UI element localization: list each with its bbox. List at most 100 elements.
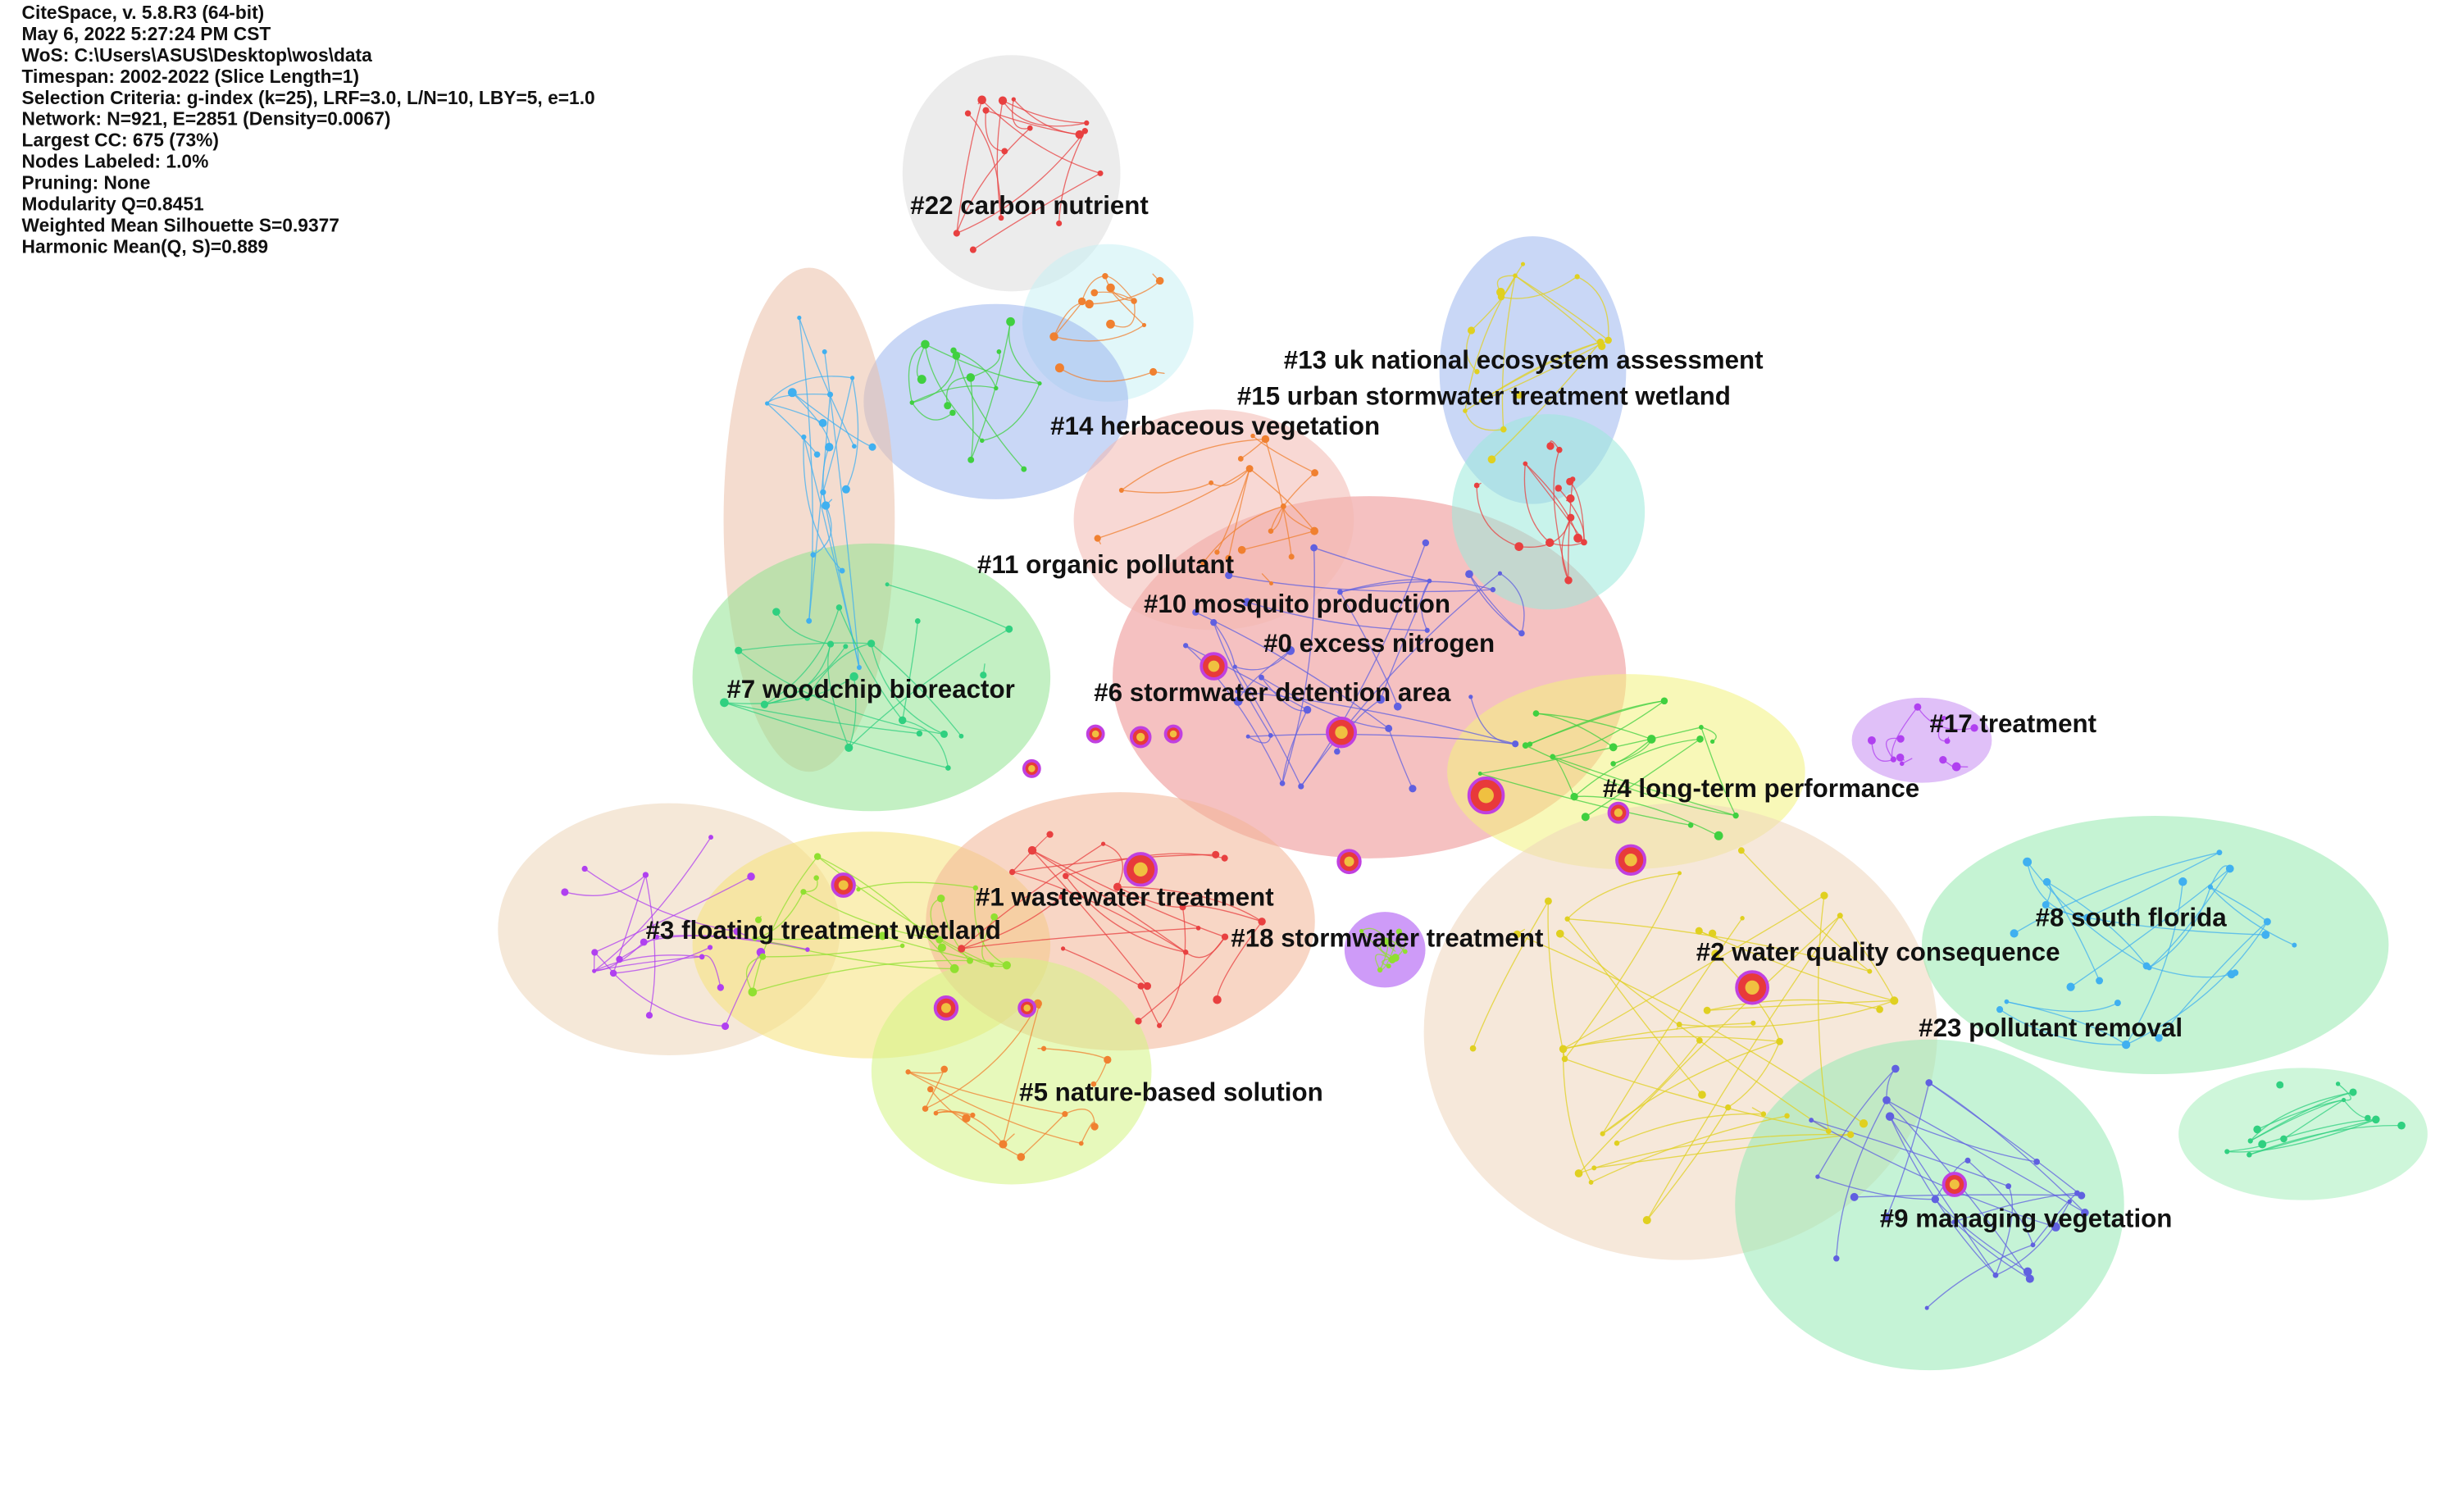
cluster-label: #8 south florida xyxy=(2036,902,2228,931)
node xyxy=(1237,456,1244,462)
edge xyxy=(1594,1134,1851,1169)
edge xyxy=(845,377,859,490)
node xyxy=(1610,761,1616,767)
node xyxy=(1473,482,1480,489)
cluster-area xyxy=(863,303,1129,499)
edge xyxy=(764,646,846,705)
edge xyxy=(1012,98,1031,130)
node xyxy=(970,1112,976,1118)
node xyxy=(1850,1192,1859,1201)
node xyxy=(2232,969,2239,977)
cluster-label: #13 uk national ecosystem assessment xyxy=(1284,344,1764,374)
edge xyxy=(1261,676,1389,730)
edge xyxy=(1031,849,1226,938)
node xyxy=(1001,148,1008,155)
edge xyxy=(1500,572,1525,634)
info-line: Harmonic Mean(Q, S)=0.889 xyxy=(22,235,269,257)
edge xyxy=(1464,263,1524,412)
node xyxy=(849,376,855,380)
node xyxy=(616,955,623,963)
node xyxy=(1876,1005,1883,1013)
edge xyxy=(1567,872,1680,920)
edge xyxy=(925,1003,1039,1109)
node xyxy=(1402,949,1408,954)
edge xyxy=(970,377,974,460)
node xyxy=(945,765,951,771)
edge xyxy=(1481,339,1609,401)
node xyxy=(841,485,850,494)
hub-node-core xyxy=(1169,730,1177,738)
edge xyxy=(1138,936,1226,1022)
edge xyxy=(1928,1082,2086,1214)
node xyxy=(1021,466,1027,472)
node xyxy=(940,730,948,738)
node xyxy=(825,442,834,452)
edge xyxy=(1013,98,1080,135)
node xyxy=(2247,1138,2253,1144)
edge xyxy=(594,954,703,972)
edge xyxy=(1836,1100,1887,1259)
node xyxy=(944,402,952,410)
edge xyxy=(1707,1000,1895,1011)
edge xyxy=(1234,666,1302,787)
node xyxy=(1311,469,1318,477)
edge xyxy=(1249,468,1315,532)
node xyxy=(958,945,966,953)
edge xyxy=(902,719,949,768)
edge xyxy=(1562,1049,1592,1183)
edge xyxy=(2046,881,2147,967)
edge xyxy=(1235,649,1291,671)
edge xyxy=(961,843,1104,950)
edge xyxy=(767,376,853,404)
edge xyxy=(2087,917,2266,936)
edge xyxy=(2283,1099,2344,1140)
node xyxy=(1696,1037,1703,1044)
node xyxy=(2178,877,2187,886)
node xyxy=(1518,630,1525,637)
info-line: Network: N=921, E=2851 (Density=0.0067) xyxy=(22,108,391,130)
node xyxy=(1825,1128,1832,1135)
info-line: WoS: C:\Users\ASUS\Desktop\wos\data xyxy=(22,44,372,66)
node xyxy=(2081,1209,2089,1217)
node xyxy=(1288,553,1295,560)
node xyxy=(2096,977,2104,985)
node xyxy=(953,230,960,237)
node xyxy=(2372,1115,2380,1124)
node xyxy=(1077,297,1086,306)
edge xyxy=(1524,463,1579,539)
node xyxy=(980,672,987,679)
hub-node-core xyxy=(1023,1004,1031,1012)
edge xyxy=(1281,548,1315,784)
node xyxy=(1925,1079,1933,1086)
node xyxy=(917,375,926,385)
node xyxy=(2023,1267,2033,1277)
node xyxy=(1141,322,1147,328)
edge xyxy=(1054,324,1145,342)
node xyxy=(1574,1169,1583,1177)
node xyxy=(2263,918,2271,926)
edge xyxy=(1110,300,1136,328)
edge xyxy=(1121,482,1212,494)
edge xyxy=(2149,886,2211,968)
node xyxy=(1737,847,1745,854)
node xyxy=(937,943,946,952)
node xyxy=(1427,578,1432,584)
edge xyxy=(1547,900,1566,1059)
node xyxy=(2083,913,2092,922)
nodes xyxy=(561,95,2406,1310)
node xyxy=(2042,877,2051,886)
cluster-label: #18 stormwater treatment xyxy=(1231,922,1544,952)
cluster-label: #23 pollutant removal xyxy=(1919,1013,2183,1042)
edge xyxy=(2249,1124,2402,1155)
node xyxy=(1143,981,1152,991)
node xyxy=(1212,850,1220,858)
node xyxy=(1609,743,1618,752)
edge xyxy=(1563,895,1825,1050)
node xyxy=(1924,1305,1929,1310)
edge xyxy=(1934,1199,2028,1273)
node xyxy=(1477,771,1482,776)
edge xyxy=(724,702,949,769)
info-line: Largest CC: 675 (73%) xyxy=(22,130,219,151)
node xyxy=(1561,1055,1568,1063)
node xyxy=(707,945,713,950)
